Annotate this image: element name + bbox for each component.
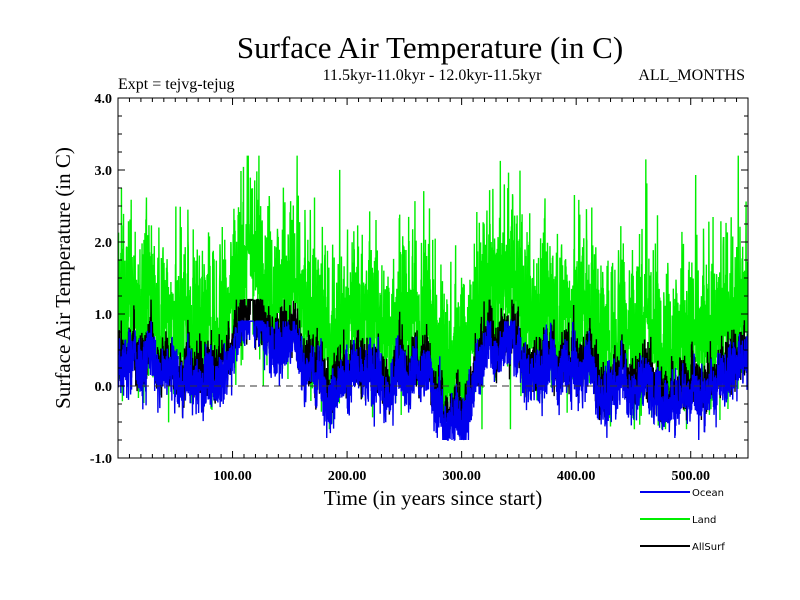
x-tick-label: 100.00 [213, 469, 252, 484]
experiment-label: Expt = tejvg-tejug [118, 76, 235, 93]
y-tick-label: -1.0 [90, 452, 112, 467]
y-tick-label: 3.0 [95, 164, 113, 179]
axis-ticks: -1.0 0.0 1.0 2.0 3.0 4.0 100.00 200.00 300.00 400… [90, 92, 748, 484]
series-ocean-line [118, 318, 748, 441]
y-tick-label: 1.0 [95, 308, 113, 323]
legend-label-allsurf: AllSurf [692, 542, 725, 553]
chart-title: Surface Air Temperature (in C) [237, 30, 623, 65]
legend-label-ocean: Ocean [692, 488, 724, 499]
x-tick-label: 400.00 [557, 469, 596, 484]
y-tick-label: 2.0 [95, 236, 113, 251]
y-tick-label: 4.0 [95, 92, 113, 107]
months-label: ALL_MONTHS [638, 67, 745, 84]
y-tick-label: 0.0 [95, 380, 113, 395]
y-axis-label: Surface Air Temperature (in C) [51, 147, 75, 409]
plot-series [118, 155, 748, 441]
x-tick-label: 500.00 [671, 469, 710, 484]
legend-label-land: Land [692, 515, 716, 526]
x-axis-label: Time (in years since start) [324, 486, 543, 510]
x-tick-label: 300.00 [442, 469, 481, 484]
legend: Ocean Land AllSurf [640, 488, 725, 553]
x-tick-label: 200.00 [328, 469, 367, 484]
period-label: 11.5kyr-11.0kyr - 12.0kyr-11.5kyr [323, 67, 543, 84]
